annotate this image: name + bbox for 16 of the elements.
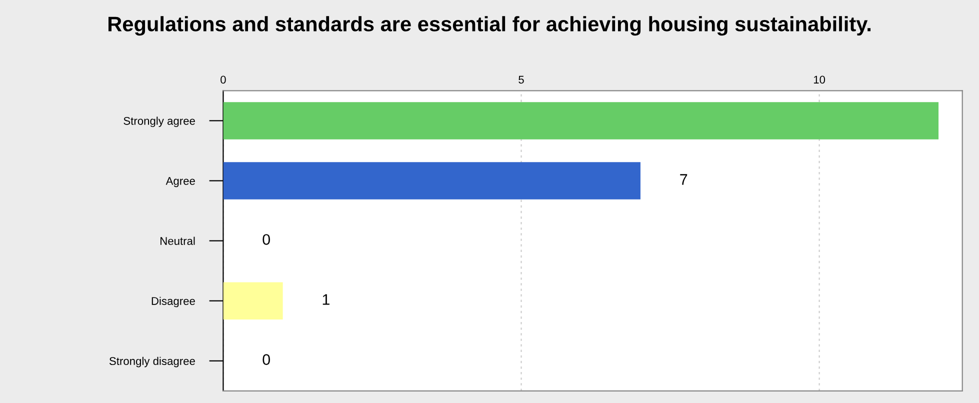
y-tick-label: Agree xyxy=(166,177,195,188)
data-label: 0 xyxy=(262,354,270,365)
x-tick-label: 10 xyxy=(814,76,826,84)
y-tick-label: Disagree xyxy=(152,296,195,308)
data-label: 7 xyxy=(680,174,688,185)
bar xyxy=(223,102,939,140)
y-tick-label: Strongly agree xyxy=(124,116,195,128)
chart-title: Regulations and standards are essential for achieving housing sustainability. xyxy=(108,16,871,36)
y-tick-label: Strongly disagree xyxy=(109,356,195,368)
x-tick-label: 0 xyxy=(220,76,226,84)
x-tick-label: 5 xyxy=(518,76,524,84)
bar xyxy=(223,162,640,200)
data-label: 1 xyxy=(322,294,330,305)
data-label: 0 xyxy=(262,234,270,245)
y-tick-label: Neutral xyxy=(160,236,195,245)
bar xyxy=(223,282,283,320)
